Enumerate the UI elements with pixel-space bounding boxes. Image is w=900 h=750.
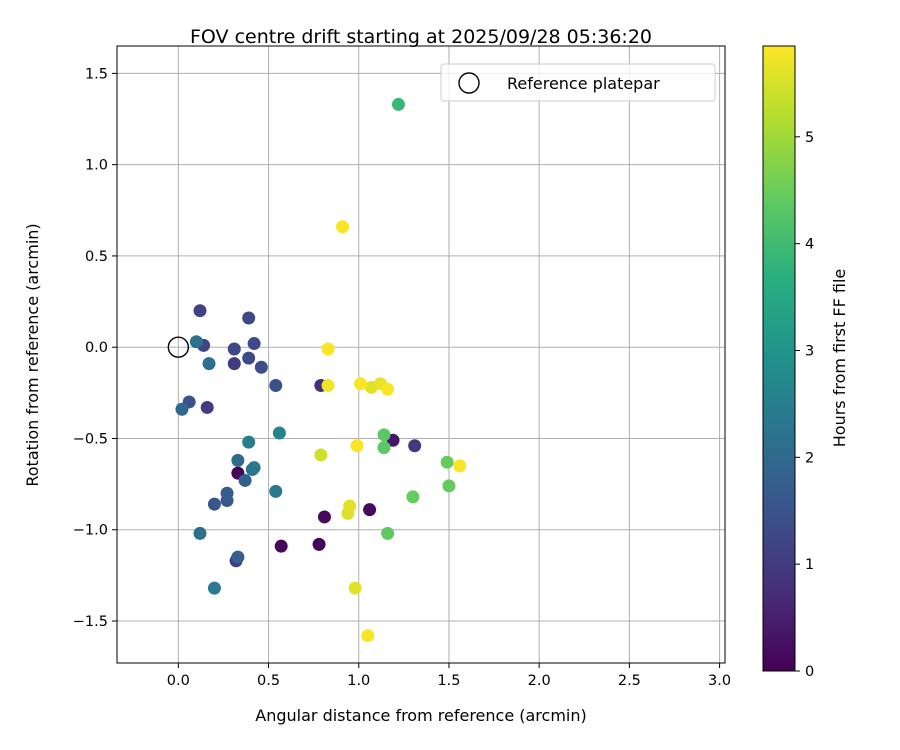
- y-tick-label: 1.0: [85, 158, 108, 174]
- y-tick-label: −1.5: [73, 614, 108, 630]
- data-point: [242, 351, 256, 365]
- data-point: [453, 459, 467, 473]
- colorbar-tick-label: 1: [805, 557, 814, 573]
- plot-frame: [116, 45, 726, 664]
- data-point: [220, 486, 234, 500]
- x-tick-label: 3.0: [708, 673, 731, 689]
- data-point: [238, 473, 252, 487]
- colorbar-ticks: 0 1 2 3 4 5: [795, 130, 814, 680]
- x-tick-label: 2.5: [618, 673, 641, 689]
- data-point: [314, 448, 328, 462]
- data-point: [317, 510, 331, 524]
- legend: Reference platepar: [440, 63, 716, 102]
- data-point: [272, 426, 286, 440]
- data-point: [189, 335, 203, 349]
- data-point: [406, 490, 420, 504]
- data-point: [363, 503, 377, 517]
- data-point: [242, 435, 256, 449]
- data-point: [321, 379, 335, 393]
- chart-title: FOV centre drift starting at 2025/09/28 …: [190, 26, 652, 48]
- y-axis-label: Rotation from reference (arcmin): [23, 223, 42, 486]
- colorbar-tick-label: 4: [805, 237, 814, 253]
- data-point: [381, 526, 395, 540]
- data-point: [377, 441, 391, 455]
- colorbar-tick-label: 0: [805, 664, 814, 680]
- x-tick-label: 1.0: [347, 673, 370, 689]
- y-axis-ticks: −1.5 −1.0 −0.5 0.0 0.5 1.0 1.5: [73, 66, 117, 630]
- data-point: [247, 461, 261, 475]
- data-point: [269, 379, 283, 393]
- y-tick-label: 0.5: [85, 249, 108, 265]
- data-point: [207, 581, 221, 595]
- reference-platepar-marker: [167, 336, 190, 358]
- x-axis-ticks: 0.0 0.5 1.0 1.5 2.0 2.5 3.0: [167, 663, 731, 689]
- colorbar-tick-label: 5: [805, 130, 814, 146]
- data-point: [202, 357, 216, 371]
- x-tick-label: 2.0: [528, 673, 551, 689]
- data-point: [200, 400, 214, 414]
- data-point: [231, 550, 245, 564]
- data-point: [207, 497, 221, 511]
- y-tick-label: −0.5: [73, 431, 108, 447]
- colorbar-frame: [762, 45, 796, 672]
- legend-label: Reference platepar: [507, 74, 660, 93]
- data-point: [350, 439, 364, 453]
- colorbar-label: Hours from first FF file: [830, 269, 849, 448]
- x-axis-label: Angular distance from reference (arcmin): [255, 706, 586, 725]
- data-point: [348, 581, 362, 595]
- data-point: [269, 484, 283, 498]
- data-point: [354, 377, 368, 391]
- data-point: [254, 360, 268, 374]
- colorbar-tick-label: 2: [805, 450, 814, 466]
- x-tick-label: 1.5: [437, 673, 460, 689]
- y-tick-label: 0.0: [85, 340, 108, 356]
- data-point: [227, 357, 241, 371]
- colorbar-tick-label: 3: [805, 343, 814, 359]
- data-point: [321, 342, 335, 356]
- legend-box: [440, 63, 716, 102]
- data-point: [336, 220, 350, 234]
- data-point: [408, 439, 422, 453]
- legend-marker-icon: [458, 72, 480, 94]
- data-point: [440, 455, 454, 469]
- data-points: [175, 97, 467, 643]
- data-point: [391, 97, 405, 111]
- data-point: [343, 499, 357, 513]
- x-tick-label: 0.5: [257, 673, 280, 689]
- data-point: [274, 539, 288, 553]
- grid: [117, 46, 725, 663]
- data-point: [227, 342, 241, 356]
- data-point: [242, 311, 256, 325]
- data-point: [442, 479, 456, 493]
- data-point: [247, 337, 261, 351]
- data-point: [175, 402, 189, 416]
- data-point: [193, 304, 207, 318]
- x-tick-label: 0.0: [167, 673, 190, 689]
- data-point: [377, 428, 391, 442]
- data-point: [361, 629, 375, 643]
- data-point: [381, 382, 395, 396]
- y-tick-label: −1.0: [73, 523, 108, 539]
- data-point: [193, 526, 207, 540]
- colorbar: [763, 46, 795, 671]
- data-point: [312, 537, 326, 551]
- data-point: [231, 453, 245, 467]
- y-tick-label: 1.5: [85, 66, 108, 82]
